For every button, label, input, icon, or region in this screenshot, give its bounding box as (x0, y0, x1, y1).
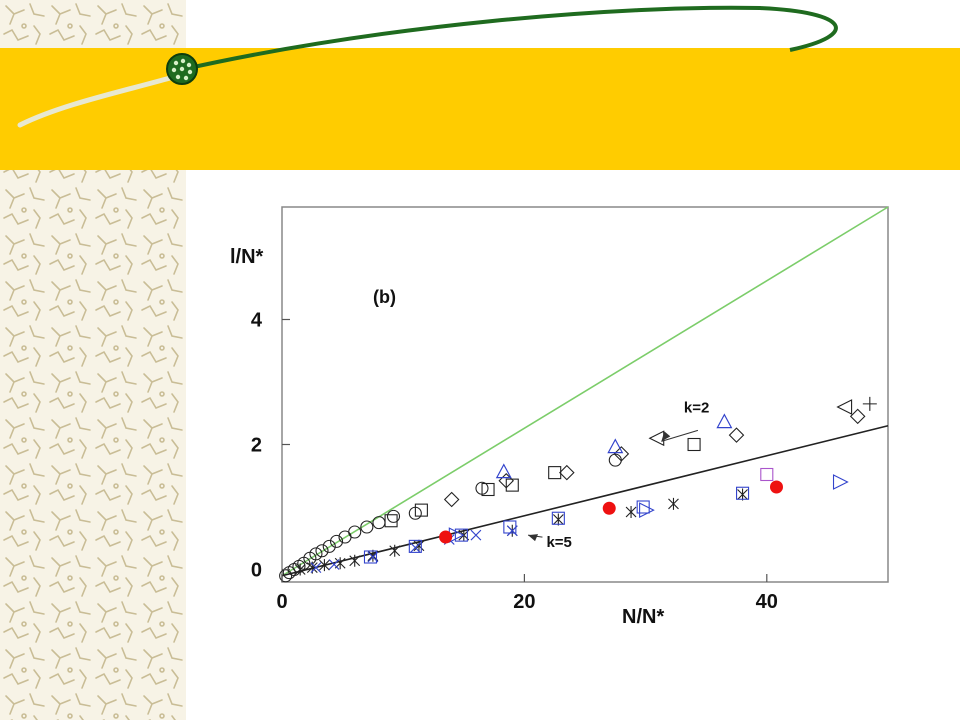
data-point-asterisk (413, 539, 425, 552)
x-tick-label: 0 (276, 591, 287, 613)
data-point-diamond (849, 408, 866, 425)
x-axis-label: N/N* (622, 606, 664, 628)
ticks-layer: 0 20 40 0 2 4 (251, 310, 778, 614)
data-point-x (470, 529, 482, 541)
data-point-square (408, 539, 422, 553)
data-point-triangle-right (639, 502, 655, 519)
data-point-square (384, 514, 398, 528)
data-point-x (409, 542, 421, 554)
data-point-square (503, 520, 517, 534)
data-point-square (636, 500, 650, 514)
data-point-square (687, 437, 701, 452)
data-point-plus (862, 396, 877, 411)
data-point-asterisk (349, 554, 361, 567)
data-point-circle (386, 509, 401, 523)
annotation-k2: k=2 (684, 399, 709, 416)
data-point-diamond (728, 427, 745, 443)
y-axis-label: l/N* (230, 246, 264, 268)
data-point-triangle-up (716, 413, 733, 429)
markers-layer (279, 396, 877, 583)
data-point-square (548, 466, 562, 480)
y-tick-label: 0 (251, 560, 262, 582)
data-point-asterisk (319, 559, 330, 572)
data-point-square (454, 528, 468, 542)
x-tick-label: 20 (513, 591, 535, 613)
data-point-asterisk (552, 513, 564, 526)
data-point-diamond (613, 446, 630, 462)
data-point-square (363, 550, 378, 564)
comet-tail (17, 75, 173, 128)
title-banner (0, 48, 960, 170)
lines-layer (281, 206, 889, 577)
x-tick-label: 40 (756, 591, 778, 613)
data-point-x (328, 559, 340, 570)
scatter-chart: 0 20 40 0 2 4 l/N* N/N* (b) k=2 k=5 (230, 206, 889, 628)
fit-trend-line (281, 424, 889, 577)
data-point-triangle-left (836, 399, 853, 415)
data-point-asterisk (668, 497, 679, 510)
data-point-asterisk (625, 506, 637, 518)
data-point-filled-circle (769, 480, 783, 494)
data-point-square (481, 482, 495, 497)
data-point-triangle-up (495, 463, 512, 479)
data-point-square (551, 511, 565, 525)
chart-container: 0 20 40 0 2 4 l/N* N/N* (b) k=2 k=5 (210, 195, 910, 650)
y-tick-label: 2 (251, 435, 262, 457)
data-point-circle (309, 547, 323, 561)
data-point-square (760, 467, 774, 482)
data-point-triangle-up (607, 438, 624, 454)
data-point-diamond (559, 464, 575, 481)
k2-arrow-head (661, 431, 671, 442)
data-point-circle (315, 544, 329, 558)
k2-arrow-line (661, 429, 699, 442)
green-trend-line (281, 206, 889, 577)
annotations-layer: k=2 k=5 (527, 399, 709, 551)
plot-frame (281, 206, 889, 583)
data-point-filled-circle (439, 530, 453, 544)
data-point-asterisk (389, 544, 401, 557)
green-bead-icon (166, 53, 198, 85)
panel-label: (b) (373, 287, 396, 307)
data-point-triangle-right (832, 474, 849, 490)
data-point-circle (329, 534, 344, 548)
data-point-square (414, 503, 428, 517)
data-point-asterisk (294, 563, 306, 576)
orbit-decoration (17, 5, 838, 128)
data-point-asterisk (737, 488, 748, 501)
data-point-circle (348, 525, 362, 539)
k5-arrow-head (528, 534, 539, 542)
orbit-path (179, 5, 838, 72)
data-point-square (736, 486, 750, 500)
data-point-circle (360, 520, 374, 534)
data-point-diamond (443, 491, 460, 508)
data-point-circle (322, 539, 336, 553)
annotation-k5: k=5 (546, 534, 571, 551)
data-point-filled-circle (602, 501, 616, 515)
data-point-diamond (498, 472, 514, 489)
data-point-x (310, 562, 322, 574)
y-tick-label: 4 (251, 310, 263, 332)
